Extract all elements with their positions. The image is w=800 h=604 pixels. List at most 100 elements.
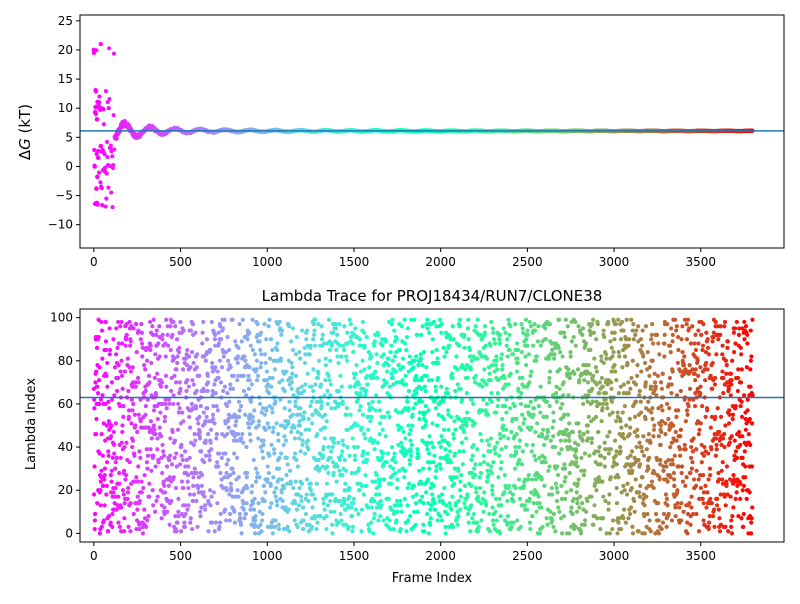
lambda-point	[480, 385, 484, 389]
lambda-point	[305, 477, 309, 481]
lambda-point	[241, 318, 245, 322]
lambda-point	[194, 406, 198, 410]
lambda-point	[554, 391, 558, 395]
lambda-point	[619, 337, 623, 341]
lambda-point	[391, 467, 395, 471]
lambda-point	[525, 443, 529, 447]
lambda-point	[326, 503, 330, 507]
lambda-point	[514, 417, 518, 421]
delta-g-point	[112, 52, 116, 56]
lambda-point	[339, 512, 343, 516]
lambda-point	[132, 454, 136, 458]
lambda-point	[168, 436, 172, 440]
lambda-point	[406, 423, 410, 427]
lambda-point	[495, 518, 499, 522]
lambda-point	[504, 410, 508, 414]
lambda-point	[541, 428, 545, 432]
lambda-point	[253, 531, 257, 535]
lambda-point	[487, 512, 491, 516]
lambda-point	[263, 490, 267, 494]
lambda-point	[150, 436, 154, 440]
lambda-point	[462, 430, 466, 434]
lambda-point	[285, 525, 289, 529]
lambda-point	[541, 525, 545, 529]
lambda-point	[123, 369, 127, 373]
lambda-point	[160, 380, 164, 384]
lambda-point	[441, 400, 445, 404]
lambda-point	[199, 505, 203, 509]
lambda-point	[271, 376, 275, 380]
lambda-point	[490, 484, 494, 488]
lambda-point	[232, 451, 236, 455]
lambda-point	[406, 486, 410, 490]
lambda-point	[131, 402, 135, 406]
lambda-point	[542, 443, 546, 447]
lambda-point	[105, 385, 109, 389]
lambda-point	[384, 434, 388, 438]
lambda-point	[500, 363, 504, 367]
lambda-point	[214, 391, 218, 395]
lambda-point	[409, 454, 413, 458]
delta-g-point	[107, 106, 111, 110]
lambda-point	[275, 503, 279, 507]
lambda-point	[444, 531, 448, 535]
lambda-point	[94, 432, 98, 436]
lambda-point	[490, 363, 494, 367]
lambda-point	[499, 514, 503, 518]
lambda-point	[97, 378, 101, 382]
lambda-point	[599, 454, 603, 458]
lambda-point	[572, 497, 576, 501]
lambda-point	[378, 408, 382, 412]
lambda-point	[312, 328, 316, 332]
lambda-point	[173, 439, 177, 443]
lambda-point	[398, 499, 402, 503]
lambda-point	[483, 324, 487, 328]
lambda-point	[426, 408, 430, 412]
lambda-point	[217, 525, 221, 529]
lambda-point	[402, 475, 406, 479]
lambda-point	[469, 367, 473, 371]
lambda-point	[267, 318, 271, 322]
lambda-point	[449, 415, 453, 419]
lambda-point	[582, 378, 586, 382]
lambda-point	[427, 331, 431, 335]
lambda-point	[168, 454, 172, 458]
lambda-point	[545, 400, 549, 404]
lambda-point	[308, 404, 312, 408]
lambda-point	[601, 516, 605, 520]
lambda-point	[122, 492, 126, 496]
lambda-point	[340, 449, 344, 453]
delta-g-point	[107, 97, 111, 101]
lambda-point	[231, 471, 235, 475]
lambda-point	[161, 449, 165, 453]
lambda-point	[497, 337, 501, 341]
lambda-point	[526, 333, 530, 337]
lambda-point	[167, 484, 171, 488]
lambda-point	[251, 419, 255, 423]
lambda-point	[498, 497, 502, 501]
lambda-point	[174, 451, 178, 455]
lambda-point	[403, 469, 407, 473]
lambda-point	[583, 518, 587, 522]
lambda-point	[615, 486, 619, 490]
lambda-point	[198, 514, 202, 518]
lambda-point	[193, 467, 197, 471]
lambda-point	[440, 322, 444, 326]
lambda-point	[199, 449, 203, 453]
lambda-point	[337, 469, 341, 473]
lambda-point	[479, 518, 483, 522]
lambda-point	[489, 464, 493, 468]
lambda-point	[567, 434, 571, 438]
lambda-point	[503, 331, 507, 335]
lambda-point	[570, 447, 574, 451]
lambda-point	[192, 382, 196, 386]
lambda-point	[112, 451, 116, 455]
lambda-point	[506, 318, 510, 322]
lambda-point	[238, 408, 242, 412]
lambda-point	[95, 501, 99, 505]
lambda-point	[192, 443, 196, 447]
lambda-point	[510, 525, 514, 529]
lambda-point	[242, 354, 246, 358]
lambda-point	[139, 322, 143, 326]
delta-g-point	[92, 164, 97, 169]
